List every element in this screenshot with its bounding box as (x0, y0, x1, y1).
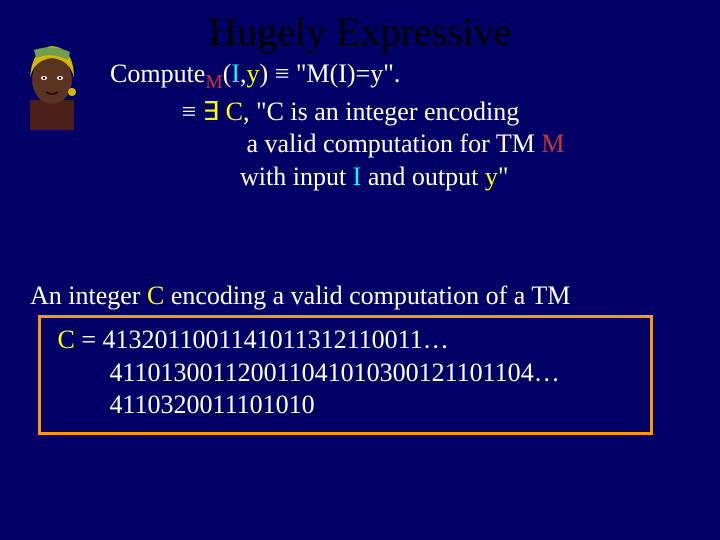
text: , "C is an integer encoding (243, 97, 519, 126)
ellipsis: 4… (521, 358, 560, 387)
text: encoding a valid computation of a TM (164, 281, 570, 310)
text: a valid computation for TM (110, 129, 541, 158)
compute-line-2: ≡ ∃ C, "C is an integer encoding (110, 96, 564, 129)
var-i: I (231, 59, 240, 88)
text: with input (110, 162, 353, 191)
text: ) ≡ "M(I)=y". (260, 59, 401, 88)
encoding-line-3: 4110320011101010 (51, 389, 640, 422)
text: ≡ (110, 97, 203, 126)
ellipsis: 1… (410, 325, 449, 354)
var-y: y (485, 162, 498, 191)
explanation-line: An integer C encoding a valid computatio… (30, 280, 570, 313)
var-m: M (541, 129, 564, 158)
text: " (498, 162, 509, 191)
compute-line-4: with input I and output y" (110, 161, 564, 194)
encoding-frame: C = 4132011001141011312110011… 411013001… (38, 315, 653, 435)
encoding-line-2: 411013001120011041010300121101104… (51, 357, 640, 390)
var-c: C (147, 281, 164, 310)
text: and output (361, 162, 485, 191)
text: = 413201100114101131211001 (75, 325, 410, 354)
avatar-illustration (12, 40, 92, 130)
text: An integer (30, 281, 147, 310)
compute-line-3: a valid computation for TM M (110, 128, 564, 161)
text: Compute (110, 59, 205, 88)
compute-line-1: ComputeM(I,y) ≡ "M(I)=y". (110, 58, 564, 96)
definition-block: ComputeM(I,y) ≡ "M(I)=y". ≡ ∃ C, "C is a… (110, 58, 564, 193)
slide-title: Hugely Expressive (0, 0, 720, 55)
var-y: y (247, 59, 260, 88)
explanation-text: An integer C encoding a valid computatio… (30, 280, 570, 313)
exists-symbol: ∃ (203, 97, 219, 126)
var-c: C (226, 97, 243, 126)
encoding-line-1: C = 4132011001141011312110011… (51, 324, 640, 357)
text: 41101300112001104101030012110110 (51, 358, 521, 387)
text: 4110320011101010 (51, 390, 315, 419)
var-c: C (58, 325, 75, 354)
subscript-m: M (205, 72, 222, 93)
